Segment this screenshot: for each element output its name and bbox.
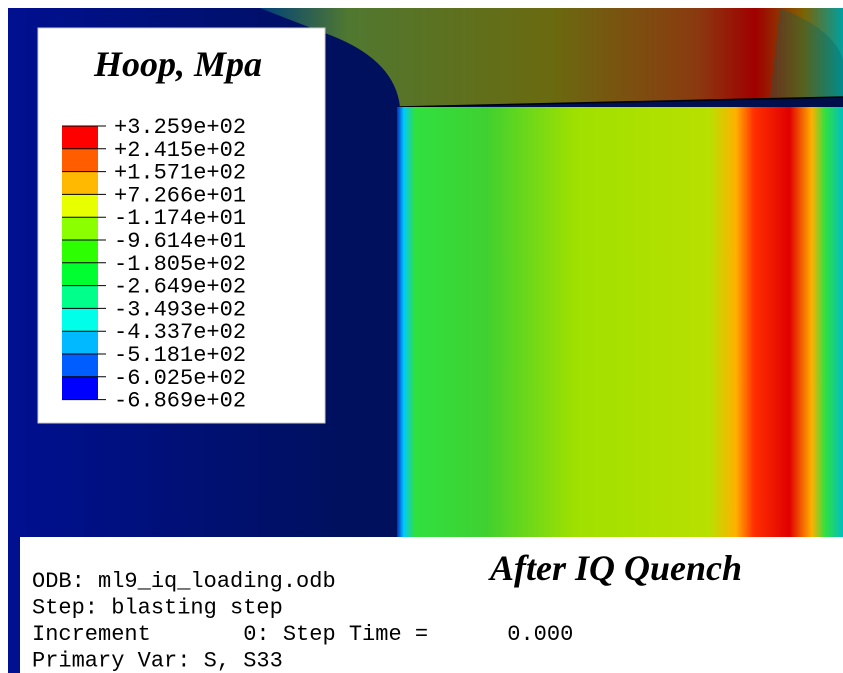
legend-swatch	[62, 331, 98, 354]
legend-label: +3.259e+02	[114, 115, 246, 140]
legend-label: -1.174e+01	[114, 206, 246, 231]
part-body	[397, 107, 843, 537]
cap-edge	[770, 8, 843, 98]
legend-label: -2.649e+02	[114, 275, 246, 300]
info-box	[20, 537, 843, 673]
legend-label: -9.614e+01	[114, 229, 246, 254]
legend-label: +7.266e+01	[114, 183, 246, 208]
legend-label: -6.025e+02	[114, 366, 246, 391]
legend-label: -3.493e+02	[114, 297, 246, 322]
legend-swatch	[62, 126, 98, 149]
info-line: Increment 0: Step Time = 0.000	[32, 622, 573, 647]
legend-label: -5.181e+02	[114, 343, 246, 368]
info-line: ODB: ml9_iq_loading.odb	[32, 569, 336, 594]
legend-label: +2.415e+02	[114, 138, 246, 163]
legend-swatch	[62, 285, 98, 309]
legend-label: -1.805e+02	[114, 252, 246, 277]
legend-swatch	[62, 240, 98, 263]
legend-swatch	[62, 217, 98, 240]
legend-swatch	[62, 194, 98, 218]
caption: After IQ Quench	[488, 548, 742, 588]
legend-swatch	[62, 376, 98, 400]
part-cap	[260, 8, 843, 107]
legend-swatch	[62, 148, 98, 172]
legend-title: Hoop, Mpa	[93, 44, 262, 84]
legend-swatch	[62, 262, 98, 286]
legend-label: -6.869e+02	[114, 389, 246, 414]
info-line: Primary Var: S, S33	[32, 649, 283, 673]
legend-swatch	[62, 308, 98, 332]
legend-swatch	[62, 171, 98, 195]
info-line: Step: blasting step	[32, 596, 283, 621]
cap-line	[399, 96, 843, 108]
legend-label: +1.571e+02	[114, 161, 246, 186]
legend-label: -4.337e+02	[114, 320, 246, 345]
legend-scale: +3.259e+02+2.415e+02+1.571e+02+7.266e+01…	[62, 115, 246, 414]
legend-swatch	[62, 354, 98, 377]
